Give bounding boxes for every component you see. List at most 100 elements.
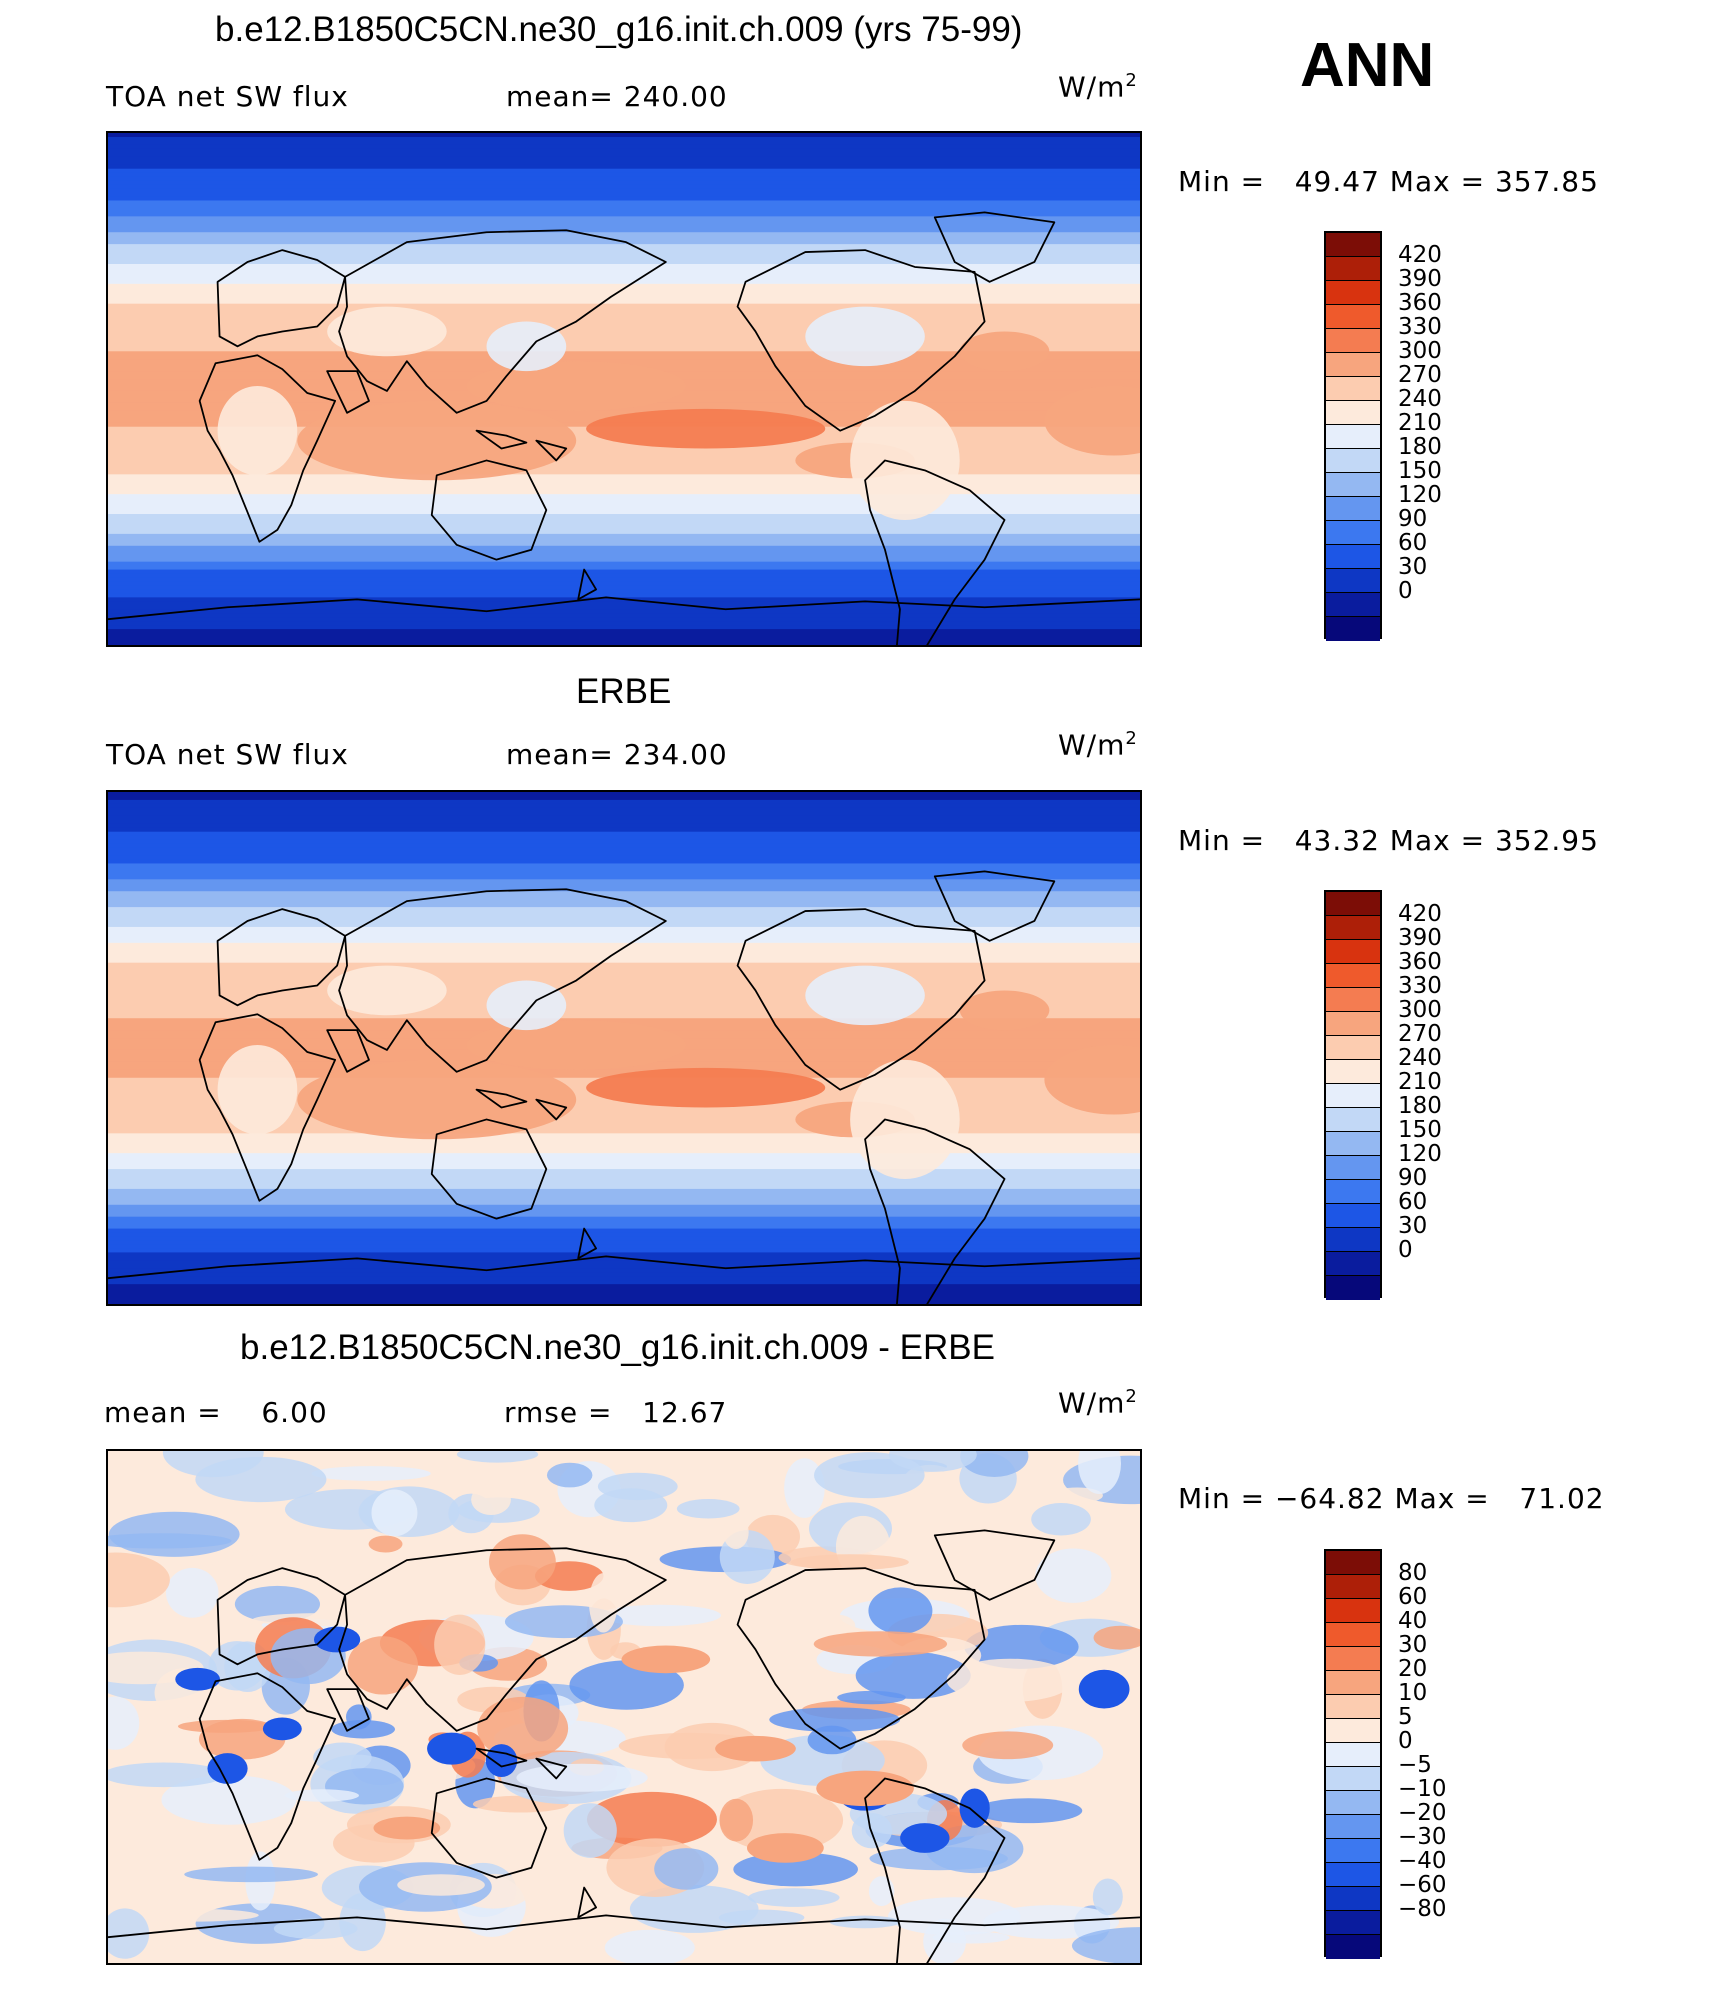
colorbar-swatch [1326,964,1380,988]
colorbar-tick-label: −80 [1398,1896,1447,1922]
colorbar-tick-label: 420 [1398,901,1442,927]
colorbar-swatch [1326,1695,1380,1719]
colorbar-tick-label: −40 [1398,1848,1447,1874]
panel-1-units: W/m2 [1058,70,1138,104]
coastlines [108,870,1140,1304]
colorbar-tick-label: 180 [1398,434,1442,460]
colorbar-tick-label: −30 [1398,1824,1447,1850]
colorbar-swatch [1326,281,1380,305]
colorbar-swatch [1326,425,1380,449]
colorbar-tick-label: 0 [1398,1728,1413,1754]
panel-1-title: b.e12.B1850C5CN.ne30_g16.init.ch.009 (yr… [215,10,1023,49]
panel-1-map [106,131,1142,647]
colorbar-tick-label: 210 [1398,410,1442,436]
panel-3-colorbar [1324,1549,1382,1959]
colorbar-tick-label: 10 [1398,1680,1428,1706]
colorbar-tick-label: 270 [1398,1021,1442,1047]
colorbar-swatch [1326,1839,1380,1863]
colorbar-tick-label: 180 [1398,1093,1442,1119]
colorbar-tick-label: 150 [1398,1117,1442,1143]
colorbar-swatch [1326,1276,1380,1300]
colorbar-tick-label: 270 [1398,362,1442,388]
colorbar-tick-label: 30 [1398,1213,1428,1239]
colorbar-tick-label: 60 [1398,530,1428,556]
colorbar-tick-label: −20 [1398,1800,1447,1826]
colorbar-swatch [1326,1791,1380,1815]
colorbar-swatch [1326,1911,1380,1935]
colorbar-swatch [1326,1647,1380,1671]
colorbar-swatch [1326,1084,1380,1108]
panel-1-map-canvas [108,133,1140,645]
colorbar-swatch [1326,401,1380,425]
colorbar-tick-label: 60 [1398,1189,1428,1215]
colorbar-swatch [1326,1671,1380,1695]
colorbar-swatch [1326,1767,1380,1791]
colorbar-swatch [1326,617,1380,641]
colorbar-swatch [1326,1228,1380,1252]
colorbar-tick-label: 420 [1398,242,1442,268]
colorbar-swatch [1326,1036,1380,1060]
colorbar-swatch [1326,1935,1380,1959]
colorbar-swatch [1326,569,1380,593]
colorbar-swatch [1326,329,1380,353]
colorbar-tick-label: 30 [1398,1632,1428,1658]
colorbar-swatch [1326,1252,1380,1276]
panel-1-variable-label: TOA net SW flux [106,80,349,113]
colorbar-swatch [1326,1743,1380,1767]
colorbar-swatch [1326,593,1380,617]
colorbar-swatch [1326,545,1380,569]
colorbar-swatch [1326,1599,1380,1623]
colorbar-tick-label: 30 [1398,554,1428,580]
colorbar-swatch [1326,1551,1380,1575]
coastlines [108,1529,1140,1963]
colorbar-tick-label: −60 [1398,1872,1447,1898]
colorbar-tick-label: 240 [1398,1045,1442,1071]
colorbar-swatch [1326,988,1380,1012]
colorbar-tick-label: 0 [1398,578,1413,604]
panel-3-map-canvas [108,1451,1140,1963]
colorbar-swatch [1326,1060,1380,1084]
colorbar-swatch [1326,1156,1380,1180]
colorbar-tick-label: 40 [1398,1608,1428,1634]
colorbar-tick-label: 120 [1398,482,1442,508]
colorbar-tick-label: −5 [1398,1752,1432,1778]
colorbar-tick-label: 90 [1398,506,1428,532]
panel-3-mean-label: mean = 6.00 [104,1396,328,1429]
colorbar-swatch [1326,892,1380,916]
colorbar-tick-label: 210 [1398,1069,1442,1095]
contour-field [108,792,1140,1304]
colorbar-swatch [1326,1719,1380,1743]
panel-2-map-canvas [108,792,1140,1304]
panel-2-colorbar [1324,890,1382,1300]
contour-field [108,133,1140,645]
colorbar-swatch [1326,1132,1380,1156]
colorbar-tick-label: 0 [1398,1237,1413,1263]
panel-2-variable-label: TOA net SW flux [106,738,349,771]
season-label: ANN [1300,31,1435,100]
colorbar-swatch [1326,916,1380,940]
colorbar-swatch [1326,521,1380,545]
colorbar-tick-label: 240 [1398,386,1442,412]
colorbar-swatch [1326,449,1380,473]
panel-1-colorbar [1324,231,1382,641]
colorbar-tick-label: 300 [1398,997,1442,1023]
colorbar-swatch [1326,233,1380,257]
colorbar-tick-label: 390 [1398,925,1442,951]
panel-3-title: b.e12.B1850C5CN.ne30_g16.init.ch.009 - E… [240,1328,995,1367]
colorbar-tick-label: 90 [1398,1165,1428,1191]
colorbar-swatch [1326,1012,1380,1036]
colorbar-swatch [1326,940,1380,964]
colorbar-tick-label: −10 [1398,1776,1447,1802]
panel-3-rmse-label: rmse = 12.67 [504,1396,728,1429]
colorbar-tick-label: 120 [1398,1141,1442,1167]
panel-2-units: W/m2 [1058,728,1138,762]
colorbar-tick-label: 330 [1398,314,1442,340]
colorbar-tick-label: 5 [1398,1704,1413,1730]
colorbar-tick-label: 360 [1398,290,1442,316]
panel-3-map [106,1449,1142,1965]
colorbar-tick-label: 20 [1398,1656,1428,1682]
contour-field [108,1451,1140,1963]
colorbar-swatch [1326,1863,1380,1887]
panel-2-mean-label: mean= 234.00 [506,738,728,771]
colorbar-swatch [1326,1204,1380,1228]
